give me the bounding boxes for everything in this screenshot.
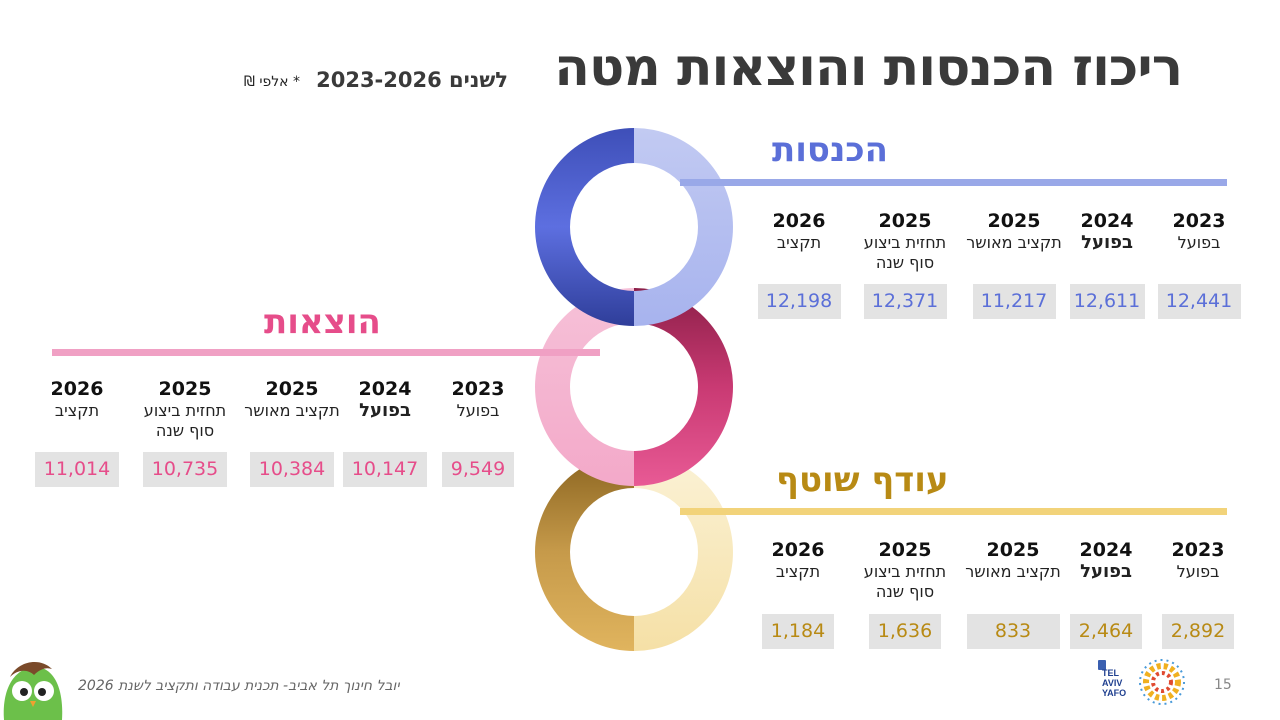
- income-title: הכנסות: [772, 130, 889, 170]
- expenses-column-header: 2025 תחזית ביצוע סוף שנה: [130, 377, 240, 441]
- surplus-year-label: 2026: [771, 539, 825, 561]
- surplus-type-label: תקציב מאושר: [965, 562, 1061, 581]
- logo-word-2: AVIV: [1102, 678, 1123, 688]
- footer-text: יובל חינוך תל אביב- תכנית עבודה ותקציב ל…: [78, 678, 400, 694]
- surplus-column-header: 2025 תחזית ביצוע סוף שנה: [850, 538, 960, 602]
- rings-graphic: [535, 128, 733, 651]
- expenses-ring-right: [634, 288, 733, 486]
- surplus-column-header: 2026 תקציב: [743, 538, 853, 582]
- expenses-year-label: 2025: [158, 378, 212, 400]
- expenses-ring-left: [535, 288, 634, 486]
- income-value-cell: 11,217: [972, 284, 1056, 319]
- surplus-value-cell: 2,464: [1070, 614, 1142, 649]
- surplus-value-cell: 833: [966, 614, 1060, 649]
- expenses-column-header: 2026 תקציב: [22, 377, 132, 421]
- expenses-rule: [52, 349, 600, 356]
- income-column-header: 2025 תחזית ביצוע סוף שנה: [850, 209, 960, 273]
- expenses-column-header: 2024 בפועל: [330, 377, 440, 421]
- logo-word-1: TEL: [1102, 668, 1119, 678]
- income-column-header: 2026 תקציב: [744, 209, 854, 253]
- page-title: ריכוז הכנסות והוצאות מטה: [554, 38, 1183, 98]
- expenses-column-header: 2023 בפועל: [423, 377, 533, 421]
- income-type-label: בפועל: [1081, 232, 1133, 253]
- expenses-type-label: תקציב: [54, 401, 100, 420]
- surplus-value-cell: 1,184: [762, 614, 834, 649]
- income-value-cell: 12,198: [757, 284, 841, 319]
- surplus-year-label: 2023: [1171, 539, 1225, 561]
- expenses-value-cell: 11,014: [35, 452, 119, 487]
- income-column-header: 2025 תקציב מאושר: [959, 209, 1069, 253]
- income-year-label: 2026: [772, 210, 826, 232]
- income-ring-left: [535, 128, 634, 326]
- surplus-column-header: 2023 בפועל: [1143, 538, 1253, 582]
- expenses-column-header: 2025 תקציב מאושר: [237, 377, 347, 421]
- surplus-type-label: תקציב: [775, 562, 821, 581]
- expenses-value-cell: 10,384: [250, 452, 334, 487]
- expenses-value-cell: 10,147: [343, 452, 427, 487]
- surplus-ring-right: [634, 453, 733, 651]
- surplus-value-cell: 2,892: [1162, 614, 1234, 649]
- tel-aviv-logo: TEL AVIV YAFO: [1096, 656, 1192, 706]
- expenses-year-label: 2026: [50, 378, 104, 400]
- surplus-rule: [680, 508, 1227, 515]
- expenses-value-cell: 9,549: [442, 452, 514, 487]
- income-rule: [680, 179, 1227, 186]
- surplus-type-label: תחזית ביצוע סוף שנה: [863, 562, 947, 601]
- expenses-type-label: תקציב מאושר: [244, 401, 340, 420]
- income-column-header: 2023 בפועל: [1144, 209, 1254, 253]
- income-value-cell: 12,611: [1069, 284, 1145, 319]
- expenses-title: הוצאות: [264, 302, 381, 342]
- expenses-type-label: בפועל: [456, 401, 500, 420]
- income-year-label: 2025: [987, 210, 1041, 232]
- page-subtitle: לשנים 2023-2026: [316, 68, 508, 92]
- logo-word-3: YAFO: [1102, 688, 1127, 698]
- page-number: 15: [1214, 677, 1232, 693]
- income-type-label: תחזית ביצוע סוף שנה: [863, 233, 947, 272]
- surplus-value-cell: 1,636: [869, 614, 941, 649]
- surplus-year-label: 2024: [1079, 539, 1133, 561]
- expenses-type-label: בפועל: [359, 400, 411, 421]
- income-type-label: תקציב מאושר: [966, 233, 1062, 252]
- surplus-title: עודף שוטף: [776, 460, 949, 500]
- income-column-header: 2024 בפועל: [1052, 209, 1162, 253]
- income-year-label: 2025: [878, 210, 932, 232]
- surplus-year-label: 2025: [986, 539, 1040, 561]
- unit-note: * אלפי ₪: [243, 74, 300, 90]
- income-value-cell: 12,441: [1157, 284, 1241, 319]
- expenses-value-cell: 10,735: [143, 452, 227, 487]
- income-type-label: בפועל: [1177, 233, 1221, 252]
- income-type-label: תקציב: [776, 233, 822, 252]
- expenses-year-label: 2024: [358, 378, 412, 400]
- surplus-type-label: בפועל: [1080, 561, 1132, 582]
- surplus-type-label: בפועל: [1176, 562, 1220, 581]
- expenses-year-label: 2023: [451, 378, 505, 400]
- surplus-year-label: 2025: [878, 539, 932, 561]
- expenses-type-label: תחזית ביצוע סוף שנה: [143, 401, 227, 440]
- surplus-column-header: 2024 בפועל: [1051, 538, 1161, 582]
- income-ring-right: [634, 128, 733, 326]
- income-value-cell: 12,371: [863, 284, 947, 319]
- tel-aviv-emblem-icon: [1098, 659, 1185, 705]
- surplus-ring-left: [535, 453, 634, 651]
- expenses-year-label: 2025: [265, 378, 319, 400]
- income-year-label: 2024: [1080, 210, 1134, 232]
- surplus-column-header: 2025 תקציב מאושר: [958, 538, 1068, 582]
- owl-mascot-icon: [3, 662, 63, 720]
- income-year-label: 2023: [1172, 210, 1226, 232]
